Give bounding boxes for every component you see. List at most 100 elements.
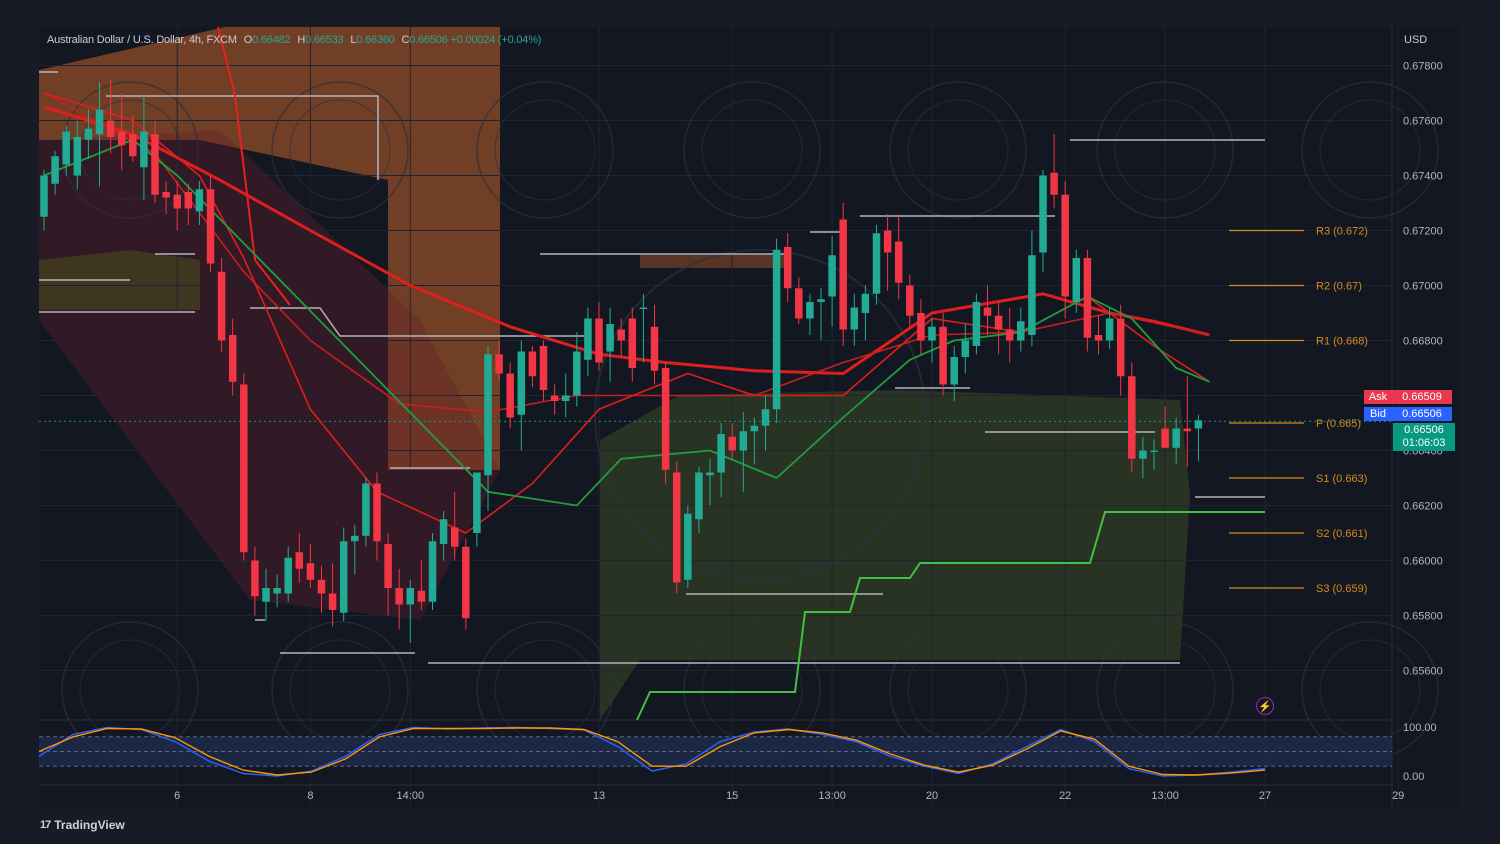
close-label: C (401, 34, 410, 46)
time-tick-label: 14:00 (397, 790, 425, 802)
candle-body (450, 527, 459, 547)
candle-body (639, 307, 648, 309)
candle-body (850, 307, 859, 330)
fast-trend-line (217, 26, 291, 306)
pivot-label: P (0.665) (1316, 418, 1361, 430)
oscillator-axis-label: 0.00 (1403, 771, 1424, 783)
candle-body (528, 351, 537, 377)
watermark-circle (494, 99, 596, 201)
candle-body (1050, 172, 1058, 195)
price-axis: 0.67800 0.67600 0.67400 0.67200 0.67000 0.668… (1403, 61, 1443, 678)
candle-body (417, 590, 426, 602)
candle-body (906, 285, 914, 316)
candle-body (228, 335, 237, 382)
candle-body (795, 288, 803, 319)
candle-body (684, 513, 692, 580)
candle-body (872, 233, 881, 294)
candle-body (428, 541, 437, 602)
low-label: L (350, 34, 357, 46)
price-tick-label: 0.67800 (1403, 61, 1443, 73)
ask-label: Ask (1364, 390, 1392, 404)
candle-body (1017, 321, 1025, 341)
resistance-zone (640, 255, 790, 268)
candle-body (839, 219, 847, 330)
candle-body (894, 241, 903, 283)
candle-body (51, 156, 59, 184)
candle-body (584, 318, 592, 360)
candle-body (1094, 335, 1103, 341)
candle-body (717, 434, 725, 473)
candle-body (573, 351, 581, 396)
watermark-circle (271, 81, 409, 219)
candle-body (606, 324, 614, 352)
price-tick-label: 0.66000 (1403, 556, 1443, 568)
watermark-circle (289, 99, 391, 201)
pivot-levels: R3 (0.672) R2 (0.67) R1 (0.668) P (0.665) S1… (1229, 226, 1368, 595)
price-tick-label: 0.66800 (1403, 336, 1443, 348)
candle-body (1116, 318, 1125, 377)
time-tick-label: 29 (1392, 790, 1404, 802)
stochastic-oscillator: 100.00 0.00 (38, 722, 1437, 783)
candle-body (983, 307, 992, 316)
candle-body (806, 302, 814, 319)
candle-body (517, 351, 526, 415)
high-value: 0.66533 (305, 34, 344, 46)
candle-body (861, 293, 870, 313)
tradingview-icon: 17 (40, 819, 51, 831)
watermark-circle (1319, 99, 1421, 201)
candle-body (217, 271, 226, 341)
pivot-label: S1 (0.663) (1316, 473, 1367, 485)
candle-body (928, 326, 936, 341)
candle-body (84, 128, 93, 140)
candle-body (828, 255, 836, 297)
candle-body (706, 472, 714, 476)
watermark-circle (1096, 81, 1234, 219)
bid-price-tag: Bid 0.66506 (1364, 407, 1452, 421)
candle-body (129, 134, 137, 157)
candle-body (151, 134, 159, 195)
candle-body (783, 247, 792, 289)
pivot-label: R2 (0.67) (1316, 281, 1362, 293)
candle-body (1005, 329, 1014, 341)
watermark-center (594, 249, 926, 581)
candle-body (506, 373, 514, 418)
candle-body (550, 395, 559, 401)
price-tick-label: 0.66200 (1403, 501, 1443, 513)
candle-body (462, 546, 470, 619)
candle-body (240, 384, 248, 553)
candle-body (195, 189, 204, 212)
candle-body (561, 395, 570, 401)
watermark-circle (907, 99, 1009, 201)
currency-label[interactable]: USD (1404, 34, 1428, 46)
symbol-legend: Australian Dollar / U.S. Dollar, 4h, FXC… (47, 34, 541, 46)
price-tick-label: 0.65600 (1403, 666, 1443, 678)
candle-body (939, 326, 947, 385)
tradingview-logo[interactable]: 17 TradingView (40, 818, 125, 832)
candle-body (306, 563, 315, 580)
bullish-zone (600, 390, 1190, 720)
candle-body (950, 357, 958, 385)
symbol-name: Australian Dollar / U.S. Dollar, 4h, FXC… (47, 34, 237, 46)
watermark-circle (494, 639, 596, 741)
candle-body (262, 588, 270, 602)
range-line (106, 95, 379, 180)
candle-body (162, 192, 170, 198)
candle-body (961, 340, 970, 357)
background-zones (39, 27, 1190, 720)
price-tick-label: 0.67400 (1403, 171, 1443, 183)
stoch-d-line (38, 727, 1266, 776)
candle-body (739, 431, 748, 451)
candle-body (473, 472, 481, 533)
open-label: O (243, 34, 253, 46)
candle-body (1139, 450, 1147, 459)
lightning-icon[interactable]: ⚡ (1256, 697, 1274, 715)
time-tick-label: 27 (1259, 790, 1271, 802)
trailing-stop-line (636, 511, 1265, 721)
candle-body (1083, 258, 1092, 338)
range-lines (39, 26, 1265, 721)
pivot-label: R1 (0.668) (1316, 336, 1368, 348)
candle-body (251, 560, 259, 597)
bearish-cloud (39, 130, 500, 620)
candle-body (1061, 194, 1069, 297)
